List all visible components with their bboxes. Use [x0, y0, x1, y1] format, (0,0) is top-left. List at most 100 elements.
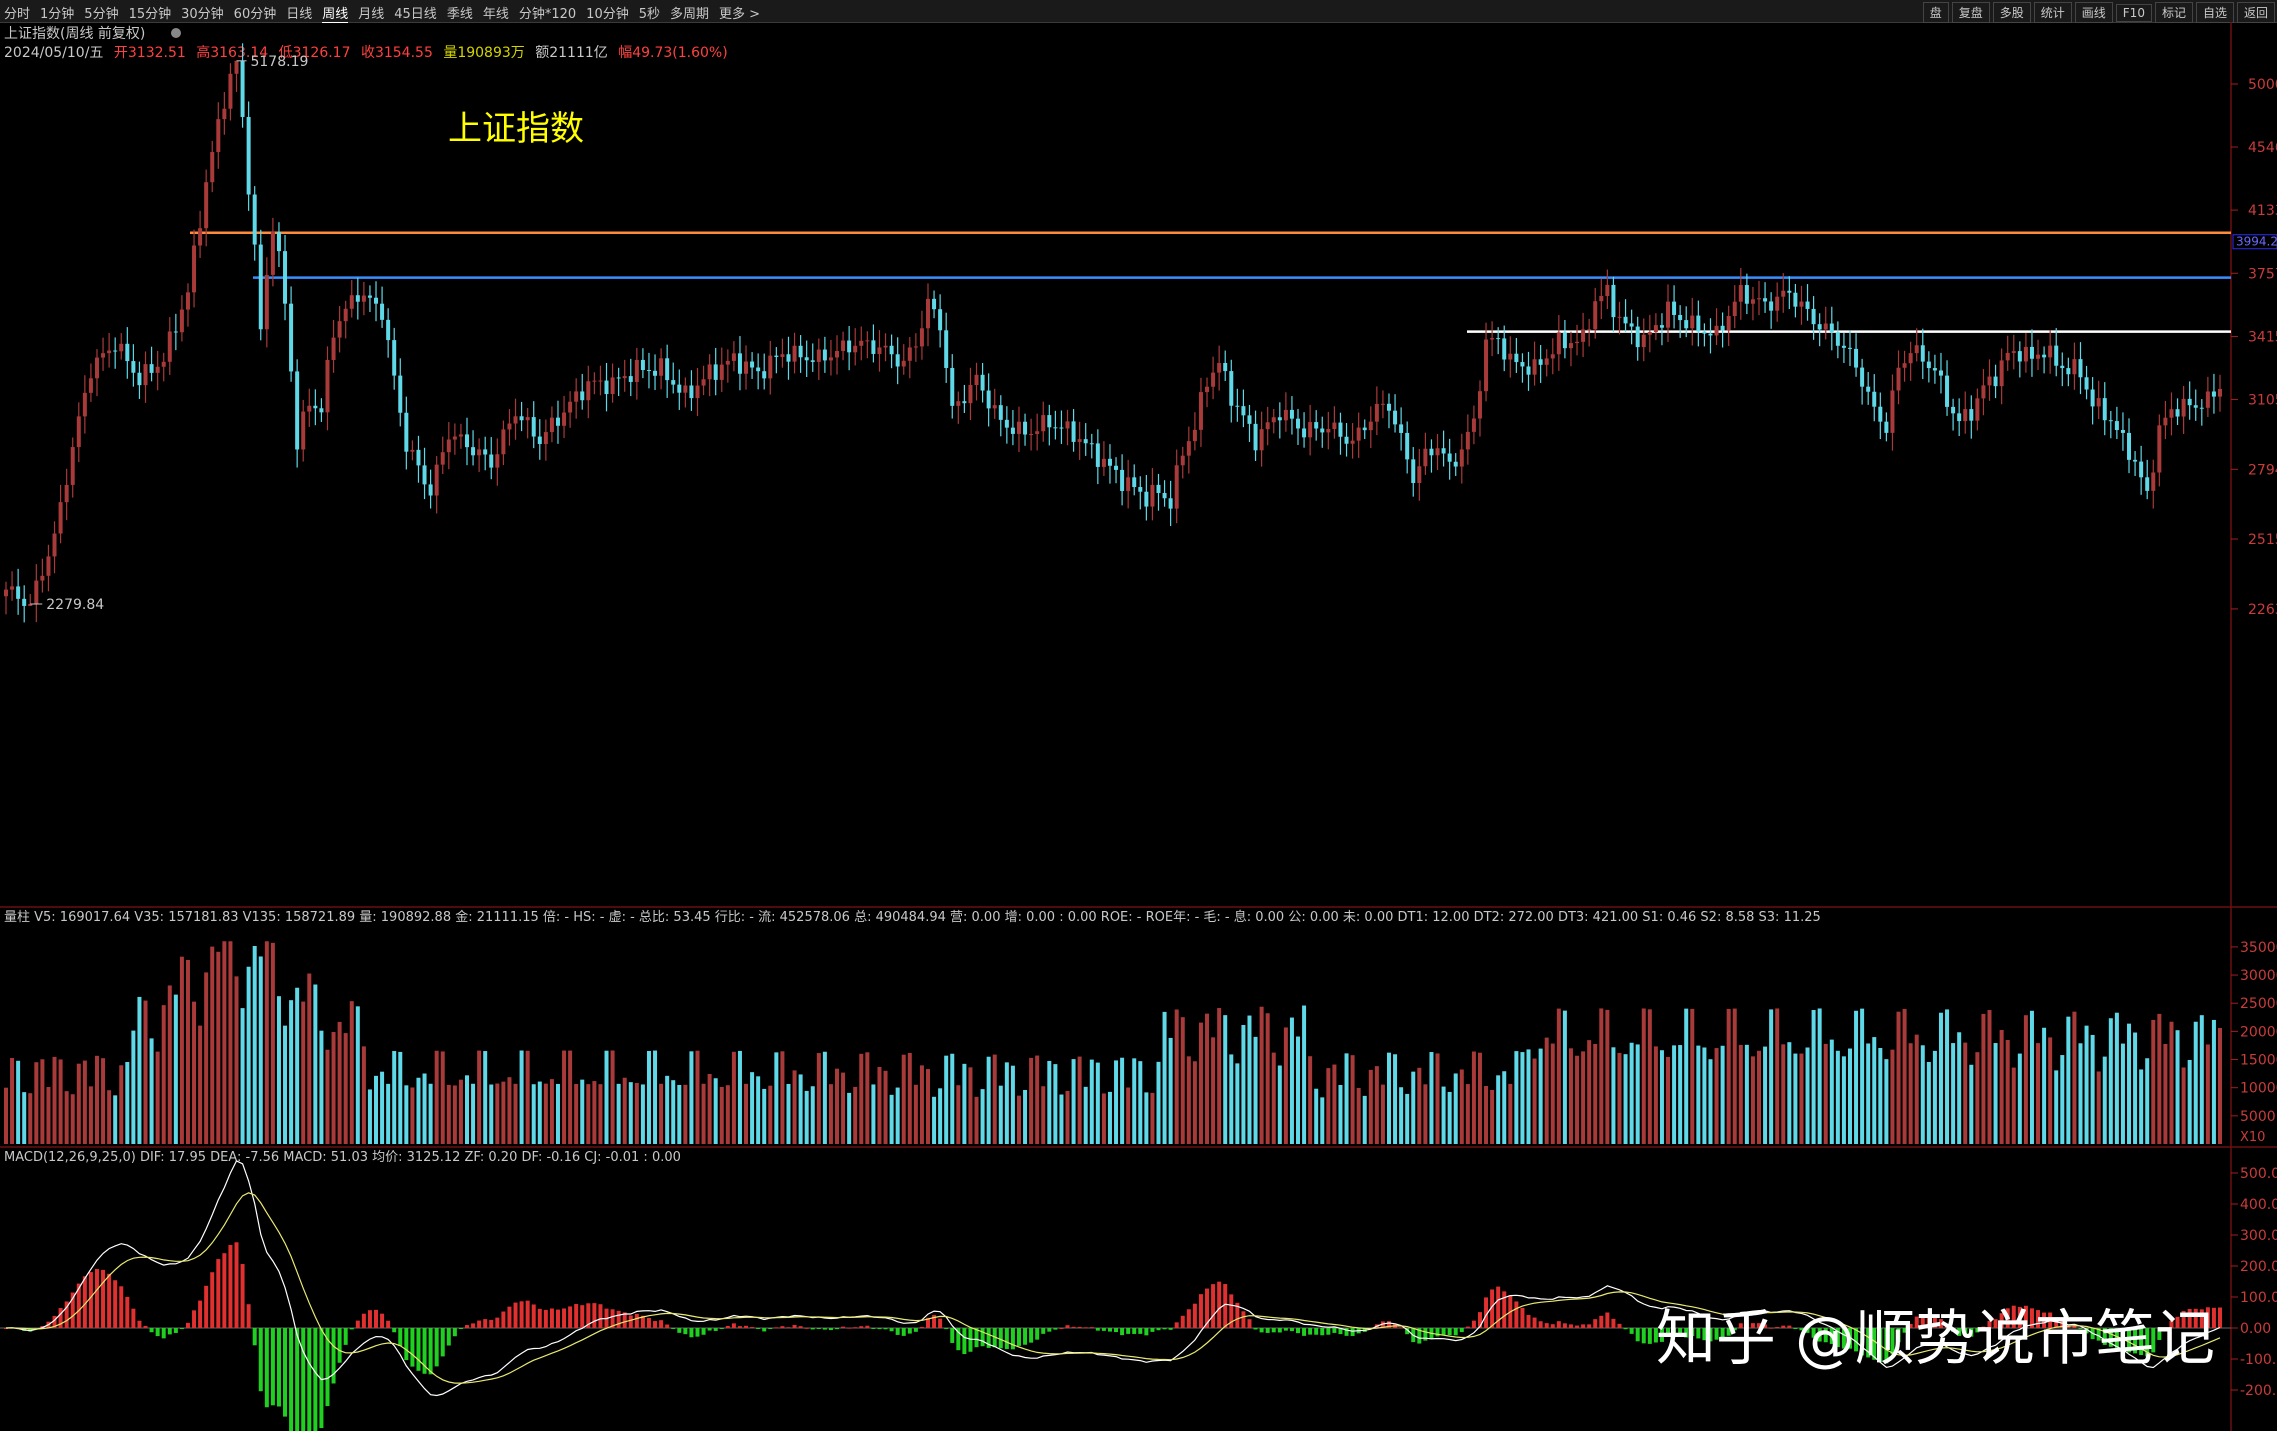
macd-bar: [64, 1301, 69, 1328]
toolbar-button[interactable]: 标记: [2154, 2, 2193, 23]
macd-bar: [1617, 1323, 1622, 1328]
candle-body: [568, 401, 573, 413]
candle-body: [367, 295, 372, 298]
candle-body: [1465, 431, 1470, 450]
candle-body: [1550, 354, 1555, 359]
candle-body: [410, 449, 415, 452]
macd-bar: [634, 1313, 639, 1328]
macd-bar: [1211, 1284, 1216, 1328]
macd-bar: [1004, 1328, 1009, 1350]
volume-bar: [1471, 1051, 1476, 1144]
candle-body: [495, 454, 500, 468]
volume-bar: [1593, 1043, 1598, 1144]
volume-bar: [1659, 1050, 1664, 1144]
candle-body: [1247, 415, 1252, 424]
macd-bar: [992, 1328, 997, 1348]
volume-bar: [1963, 1042, 1968, 1144]
candle-body: [1775, 296, 1780, 311]
toolbar-button[interactable]: 画线: [2074, 2, 2113, 23]
macd-bar: [2078, 1328, 2083, 1329]
candle-body: [1617, 316, 1622, 318]
candle-body: [240, 60, 245, 117]
candle-body: [1587, 329, 1592, 331]
candle-body: [889, 345, 894, 355]
candle-body: [319, 408, 324, 413]
volume-bar: [1999, 1029, 2004, 1144]
candle-body: [246, 116, 251, 195]
period-tab[interactable]: 季线: [446, 7, 473, 22]
period-tab[interactable]: 周线: [322, 7, 349, 23]
volume-bar: [853, 1086, 858, 1144]
candle-body: [1356, 427, 1361, 441]
volume-bar: [2084, 1025, 2089, 1144]
volume-bar: [1374, 1066, 1379, 1144]
period-tab[interactable]: 60分钟: [233, 7, 277, 22]
settings-icon[interactable]: [171, 28, 181, 38]
candle-body: [1811, 308, 1816, 325]
candle-body: [289, 303, 294, 372]
period-tab[interactable]: 5秒: [638, 7, 660, 22]
period-tab[interactable]: 5分钟: [84, 7, 119, 22]
macd-bar: [1041, 1328, 1046, 1334]
candle-body: [149, 364, 154, 373]
toolbar-button[interactable]: F10: [2115, 4, 2152, 22]
toolbar-button[interactable]: 自选: [2195, 2, 2234, 23]
volume-bar: [1132, 1058, 1137, 1144]
macd-bar: [513, 1302, 518, 1328]
volume-bar: [1186, 1056, 1191, 1144]
candle-body: [592, 380, 597, 382]
period-tab[interactable]: 分时: [4, 7, 31, 22]
candle-body: [1975, 398, 1980, 421]
price-marker-label: 3994.2: [2236, 235, 2277, 249]
candle-body: [1302, 428, 1307, 438]
macd-bar: [2181, 1311, 2186, 1328]
candle-body: [1526, 366, 1531, 375]
period-tab[interactable]: 月线: [358, 7, 385, 22]
macd-bar: [1987, 1320, 1992, 1328]
period-tab[interactable]: 分钟*120: [518, 7, 577, 22]
macd-bar: [1793, 1328, 1798, 1330]
macd-bar: [125, 1296, 130, 1328]
period-tab[interactable]: 30分钟: [181, 7, 224, 22]
period-tab[interactable]: 多周期: [670, 7, 710, 22]
period-tab[interactable]: 日线: [286, 7, 313, 22]
candle-body: [1854, 348, 1859, 368]
volume-bar: [537, 1081, 542, 1144]
candle-body: [1902, 363, 1907, 368]
macd-bar: [1496, 1286, 1501, 1328]
toolbar-button[interactable]: 统计: [2033, 2, 2072, 23]
volume-bar: [780, 1051, 785, 1144]
macd-bar: [2199, 1309, 2204, 1328]
volume-bar: [70, 1094, 75, 1144]
period-tab[interactable]: 1分钟: [40, 7, 75, 22]
volume-bar: [2199, 1015, 2204, 1144]
period-tab[interactable]: 10分钟: [586, 7, 629, 22]
macd-bar: [1896, 1328, 1901, 1343]
volume-bar: [483, 1051, 488, 1144]
period-tab[interactable]: 年线: [482, 7, 509, 22]
volume-bar: [1860, 1008, 1865, 1144]
macd-bar: [1690, 1328, 1695, 1337]
chart-canvas: 上证指数(周线 前复权) 2024/05/10/五 开3132.51 高3163…: [0, 22, 2277, 1431]
volume-bar: [471, 1083, 476, 1144]
macd-bar: [88, 1272, 93, 1328]
candle-body: [804, 357, 809, 361]
toolbar-button[interactable]: 盘: [1922, 2, 1949, 23]
candle-body: [1417, 466, 1422, 484]
toolbar-button[interactable]: 返回: [2236, 2, 2275, 23]
volume-bar: [974, 1096, 979, 1144]
toolbar-button[interactable]: 复盘: [1951, 2, 1990, 23]
period-tab[interactable]: 15分钟: [128, 7, 172, 22]
macd-bar: [659, 1320, 664, 1328]
period-tab[interactable]: 更多 >: [719, 7, 761, 22]
volume-bar: [2139, 1069, 2144, 1144]
volume-bar: [349, 1001, 354, 1144]
volume-bar: [665, 1075, 670, 1144]
volume-bar: [689, 1051, 694, 1144]
period-tab[interactable]: 45日线: [394, 7, 437, 22]
toolbar-button[interactable]: 多股: [1992, 2, 2031, 23]
volume-bar: [1362, 1095, 1367, 1144]
macd-bar: [1538, 1321, 1543, 1328]
macd-bar: [1223, 1284, 1228, 1328]
volume-bar: [634, 1083, 639, 1144]
